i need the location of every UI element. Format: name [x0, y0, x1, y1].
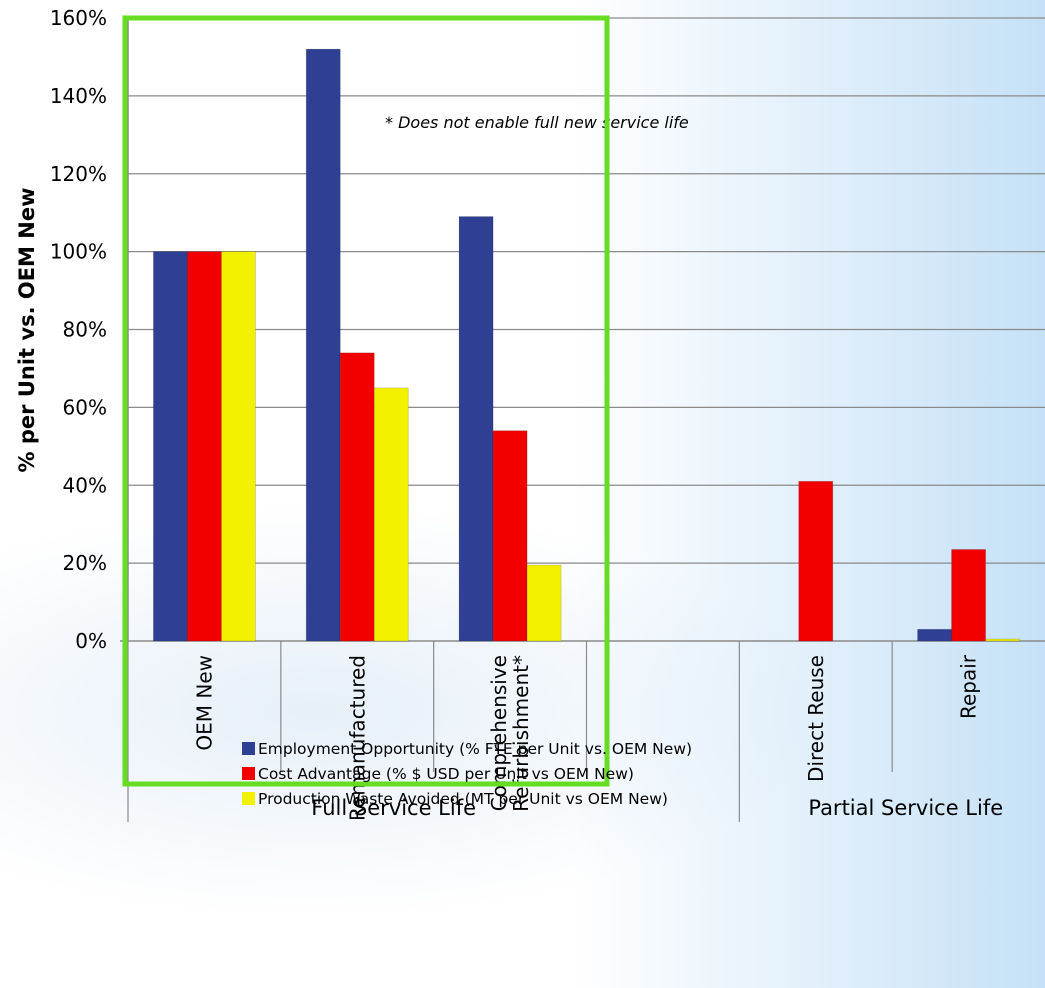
- bars: [153, 48, 1020, 642]
- y-tick-label: 0%: [75, 629, 107, 653]
- legend-item: Cost Advantage (% $ USD per Unit vs OEM …: [242, 761, 692, 786]
- y-tick-label: 120%: [50, 162, 107, 186]
- legend-label: Cost Advantage (% $ USD per Unit vs OEM …: [258, 764, 634, 783]
- legend: Employment Opportunity (% FTE per Unit v…: [242, 736, 692, 811]
- group-label: Full Service Life: [311, 796, 476, 820]
- bar-2-5: [798, 480, 834, 642]
- category-label: Direct Reuse: [804, 655, 828, 782]
- bar-3-2: [373, 387, 409, 642]
- annotation: * Does not enable full new service life: [385, 113, 689, 132]
- bar-2-1: [187, 251, 222, 642]
- legend-label: Employment Opportunity (% FTE per Unit v…: [258, 739, 693, 758]
- bar-3-1: [221, 251, 256, 642]
- gridlines: [128, 17, 1045, 564]
- y-tick-labels: 0% 20% 40% 60% 80% 100% 120% 140% 160%: [50, 6, 107, 653]
- category-label: Remanufactured: [345, 655, 369, 821]
- category-label: Repair: [957, 654, 981, 719]
- y-tick-label: 100%: [50, 240, 107, 264]
- legend-swatch: [242, 742, 255, 755]
- full-service-life-highlight: [122, 15, 610, 787]
- bar-1-6: [917, 628, 952, 642]
- bar-3-6: [985, 638, 1020, 642]
- y-tick-label: 140%: [50, 84, 107, 108]
- bar-2-3: [492, 430, 528, 642]
- y-tick-label: 160%: [50, 6, 107, 30]
- bar-1-2: [305, 48, 341, 642]
- bar-2-2: [339, 352, 375, 642]
- legend-swatch: [242, 792, 255, 805]
- bar-1-1: [153, 251, 188, 642]
- legend-swatch: [242, 767, 255, 780]
- y-axis-label: % per Unit vs. OEM New: [15, 188, 39, 473]
- legend-item: Employment Opportunity (% FTE per Unit v…: [242, 736, 692, 761]
- bar-3-3: [526, 564, 562, 642]
- y-tick-label: 40%: [63, 473, 107, 497]
- axes: [120, 18, 1045, 822]
- y-tick-label: 80%: [63, 318, 107, 342]
- group-label: Partial Service Life: [808, 796, 1003, 820]
- y-tick-label: 60%: [63, 395, 107, 419]
- bar-1-3: [458, 216, 494, 642]
- bar-2-6: [951, 549, 986, 642]
- category-label: OEM New: [192, 655, 216, 751]
- legend-label: Production Waste Avoided (MT per Unit vs…: [258, 789, 668, 808]
- legend-item: Production Waste Avoided (MT per Unit vs…: [242, 786, 692, 811]
- y-tick-label: 20%: [63, 551, 107, 575]
- group-labels: Full Service Life Partial Service Life: [311, 796, 1003, 820]
